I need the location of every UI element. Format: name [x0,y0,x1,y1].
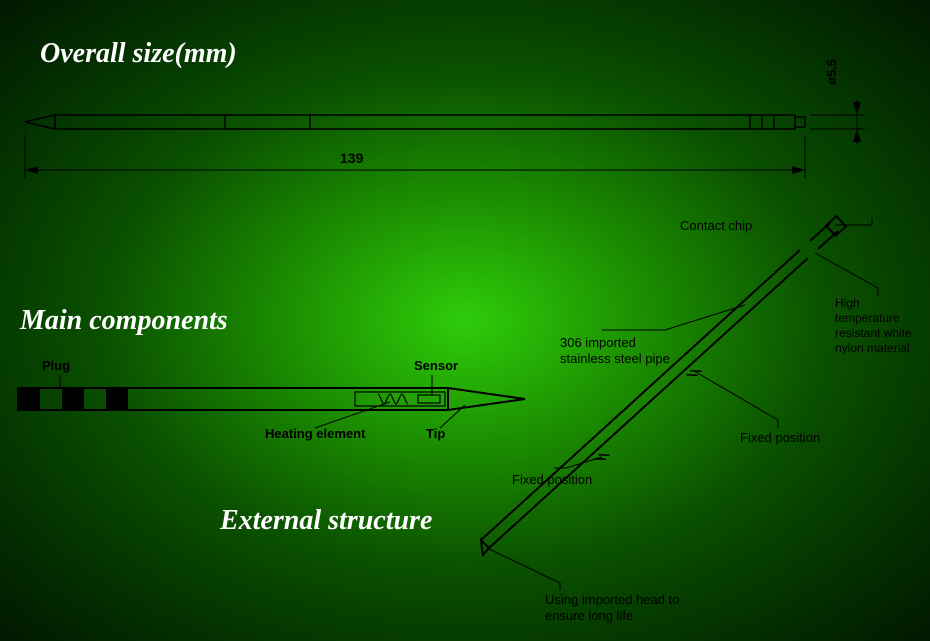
callout-steel-pipe: 306 imported stainless steel pipe [560,335,690,368]
callout-contact-chip: Contact chip [680,218,752,233]
external-diagram [0,0,930,641]
callout-imported-head: Using imported head to ensure long life [545,592,705,625]
callout-fixed-right: Fixed position [740,430,820,445]
callout-fixed-left: Fixed position [512,472,592,487]
callout-high-temp: High temperature resistant white nylon m… [835,296,925,356]
